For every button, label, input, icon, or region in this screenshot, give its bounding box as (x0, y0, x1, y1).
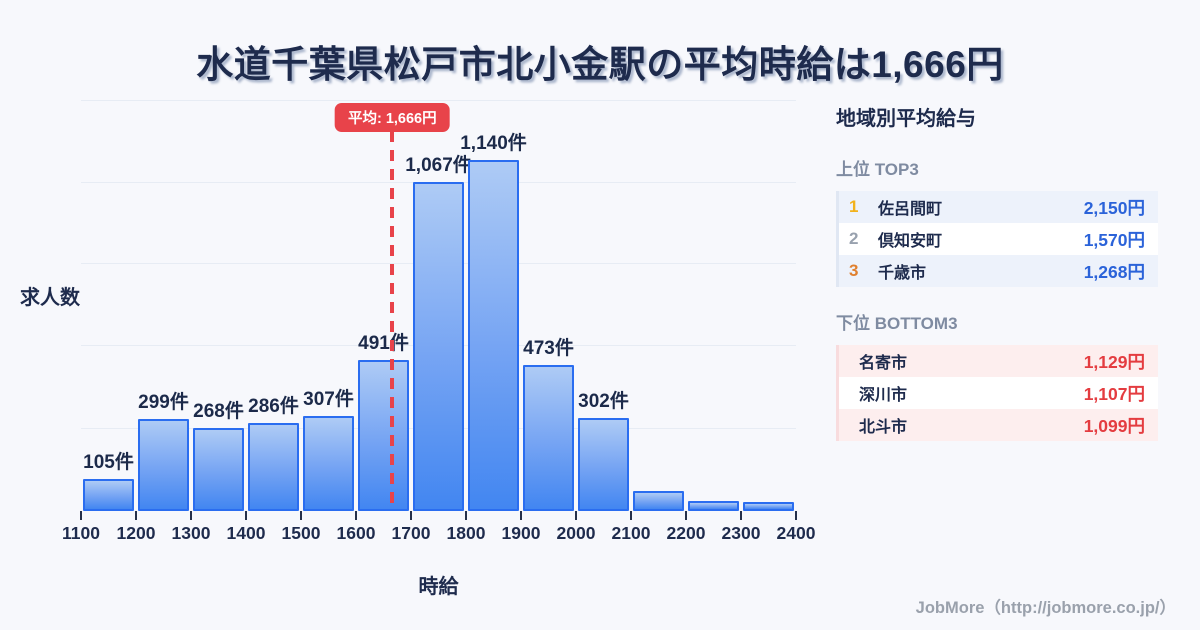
region-name: 倶知安町 (878, 233, 943, 250)
x-tick-mark (465, 511, 467, 520)
bar-1700-1800 (413, 182, 464, 511)
bottom3-table: 名寄市 1,129円深川市 1,107円北斗市 1,099円 (836, 345, 1158, 441)
bar-1800-1900 (468, 160, 519, 511)
x-tick-mark (190, 511, 192, 520)
region-salary-value: 1,129円 (1083, 351, 1145, 372)
bar-value-label: 299件 (138, 392, 189, 413)
x-tick-mark (245, 511, 247, 520)
histogram-chart: 105件 299件 268件 286件 307件 491件 1,067件 1,140件 473件… (62, 100, 815, 543)
bar-value-label: 307件 (303, 389, 354, 410)
bar-value-label: 268件 (193, 401, 244, 422)
region-salary-value: 2,150円 (1083, 197, 1145, 218)
bar-value-label: 302件 (578, 391, 629, 412)
bottom3-row: 北斗市 1,099円 (839, 409, 1158, 441)
bar-value-label: 1,067件 (405, 155, 472, 176)
bar-2100-2200 (633, 491, 684, 511)
region-salary-value: 1,570円 (1083, 229, 1145, 250)
gridline (81, 100, 796, 101)
region-name: 佐呂間町 (878, 201, 943, 218)
bar-1400-1500 (248, 423, 299, 511)
top3-table: 1 佐呂間町 2,150円 2 倶知安町 1,570円 3 千歳市 1,268円 (836, 191, 1158, 287)
region-name: 深川市 (859, 387, 908, 404)
x-tick-label: 1100 (62, 523, 100, 543)
x-tick-label: 1400 (226, 523, 266, 543)
bar-value-label: 105件 (83, 452, 134, 473)
bar-1200-1300 (138, 419, 189, 511)
bottom3-row: 深川市 1,107円 (839, 377, 1158, 409)
bar-value-label: 1,140件 (460, 133, 527, 154)
bar-2000-2100 (578, 418, 629, 511)
rank-number: 2 (849, 229, 859, 248)
x-tick-mark (685, 511, 687, 520)
x-tick-mark (80, 511, 82, 520)
x-tick-mark (135, 511, 137, 520)
top3-row: 3 千歳市 1,268円 (839, 255, 1158, 287)
x-tick-mark (300, 511, 302, 520)
sidebar-title: 地域別平均給与 (836, 108, 976, 130)
bar-1500-1600 (303, 416, 354, 511)
x-tick-label: 2000 (556, 523, 596, 543)
top3-row: 2 倶知安町 1,570円 (839, 223, 1158, 255)
x-tick-label: 1800 (446, 523, 486, 543)
bottom3-heading: 下位 BOTTOM3 (836, 314, 958, 333)
region-name: 名寄市 (859, 355, 908, 372)
x-axis-title: 時給 (418, 576, 459, 598)
x-tick-mark (520, 511, 522, 520)
region-salary-value: 1,268円 (1083, 261, 1145, 282)
x-tick-mark (575, 511, 577, 520)
y-axis-title: 求人数 (20, 287, 80, 309)
x-tick-mark (410, 511, 412, 520)
region-name: 北斗市 (859, 419, 908, 436)
bar-1100-1200 (83, 479, 134, 511)
x-tick-mark (355, 511, 357, 520)
average-badge: 平均: 1,666円 (334, 103, 450, 132)
bar-1900-2000 (523, 365, 574, 511)
top3-heading: 上位 TOP3 (836, 160, 919, 179)
x-tick-label: 1200 (116, 523, 156, 543)
x-tick-label: 2300 (721, 523, 761, 543)
x-tick-label: 1900 (501, 523, 541, 543)
region-name: 千歳市 (878, 265, 927, 282)
rank-number: 1 (849, 197, 859, 216)
x-tick-label: 1600 (336, 523, 376, 543)
average-line (390, 131, 395, 511)
page-title: 水道千葉県松戸市北小金駅の平均時給は1,666円 (196, 44, 1004, 85)
bottom3-row: 名寄市 1,129円 (839, 345, 1158, 377)
bar-value-label: 286件 (248, 396, 299, 417)
region-salary-value: 1,107円 (1083, 383, 1145, 404)
x-tick-label: 1700 (391, 523, 431, 543)
bar-value-label: 473件 (523, 338, 574, 359)
bar-1300-1400 (193, 428, 244, 511)
x-tick-label: 1300 (171, 523, 211, 543)
bar-2300-2400 (743, 502, 794, 511)
x-tick-label: 2400 (776, 523, 816, 543)
bar-2200-2300 (688, 501, 739, 511)
x-tick-mark (795, 511, 797, 520)
top3-row: 1 佐呂間町 2,150円 (839, 191, 1158, 223)
bar-value-label: 491件 (358, 333, 409, 354)
bar-1600-1700 (358, 360, 409, 511)
x-tick-mark (740, 511, 742, 520)
x-tick-mark (630, 511, 632, 520)
rank-number: 3 (849, 261, 859, 280)
x-tick-label: 1500 (281, 523, 321, 543)
footer-credit: JobMore（http://jobmore.co.jp/） (915, 599, 1176, 617)
x-tick-label: 2200 (666, 523, 706, 543)
x-tick-label: 2100 (611, 523, 651, 543)
regional-salary-panel: 地域別平均給与 上位 TOP3 1 佐呂間町 2,150円 2 倶知安町 1,570円 3 千… (836, 102, 1158, 441)
region-salary-value: 1,099円 (1083, 415, 1145, 436)
